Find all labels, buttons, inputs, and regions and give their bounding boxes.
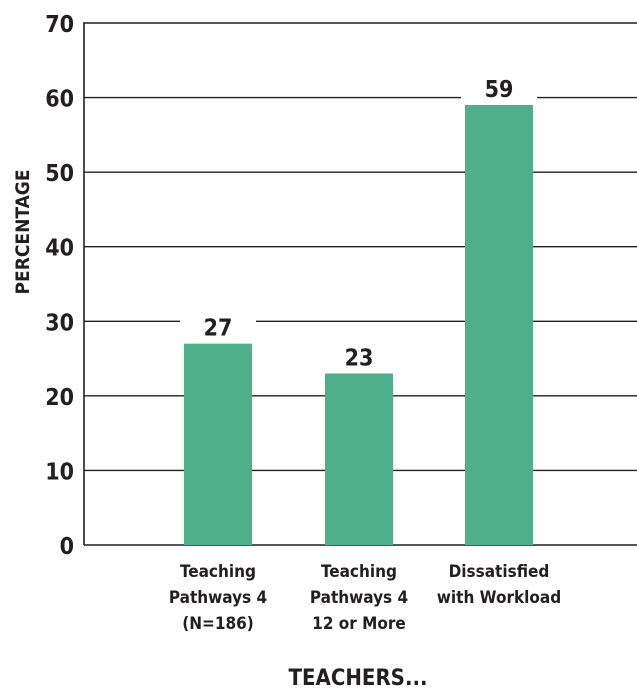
x-tick-label: Teaching Pathways 4 12 or More [310, 562, 408, 634]
label-backdrop [461, 73, 537, 104]
x-tick-label-line: Pathways 4 [169, 588, 267, 608]
bar-value-label: 23 [345, 345, 374, 371]
y-tick-label: 10 [45, 459, 74, 485]
x-tick-label-line: Dissatisfied [449, 562, 550, 582]
x-tick-label-line: (N=186) [182, 614, 254, 634]
bar-value-label: 59 [485, 77, 514, 103]
x-tick-label-line: with Workload [437, 588, 561, 608]
bar [184, 343, 252, 545]
y-tick-label: 60 [45, 87, 74, 113]
y-tick-label: 40 [45, 236, 74, 262]
x-tick-label-line: Teaching [321, 562, 397, 582]
x-tick-label-line: 12 or More [312, 614, 406, 634]
x-tick-label-line: Teaching [180, 562, 256, 582]
label-backdrop [321, 341, 397, 372]
y-tick-label: 30 [45, 310, 74, 336]
x-axis-title: TEACHERS... [288, 666, 427, 691]
bars [184, 105, 533, 546]
data-labels: 27 23 59 [180, 73, 537, 372]
y-axis-title: PERCENTAGE [12, 169, 34, 294]
bar [325, 373, 393, 545]
y-tick-label: 20 [45, 385, 74, 411]
x-tick-label: Teaching Pathways 4 (N=186) [169, 562, 267, 634]
bar-value-label: 27 [204, 316, 233, 342]
bar [465, 105, 533, 546]
y-tick-label: 70 [45, 12, 74, 38]
x-tick-label: Dissatisfied with Workload [437, 562, 561, 608]
y-tick-label: 0 [60, 534, 74, 560]
x-tick-label-line: Pathways 4 [310, 588, 408, 608]
y-tick-label: 50 [45, 161, 74, 187]
y-tick-labels: 0 10 20 30 40 50 60 70 [45, 12, 74, 560]
x-tick-labels: Teaching Pathways 4 (N=186) Teaching Pathway… [169, 562, 561, 634]
label-backdrop [180, 311, 256, 342]
